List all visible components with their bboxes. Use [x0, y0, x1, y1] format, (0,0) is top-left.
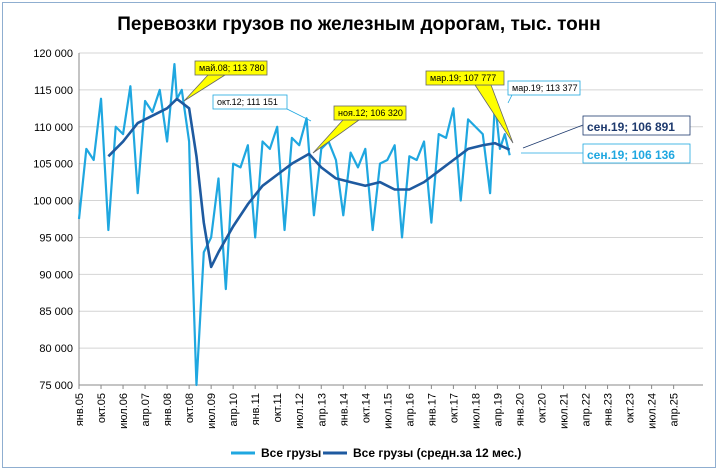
x-tick-label: янв.08 — [162, 393, 174, 426]
x-tick-label: окт.14 — [360, 393, 372, 423]
x-tick-label: окт.08 — [184, 393, 196, 423]
y-tick-label: 105 000 — [33, 159, 73, 171]
annotation-may08: май.08; 113 780 — [183, 60, 268, 102]
svg-text:окт.12; 111 151: окт.12; 111 151 — [217, 97, 278, 107]
svg-text:ноя.12; 106 320: ноя.12; 106 320 — [338, 108, 403, 118]
x-tick-label: янв.20 — [514, 393, 526, 426]
x-tick-label: апр.22 — [581, 393, 593, 426]
x-tick-label: июл.21 — [559, 393, 571, 429]
x-tick-label: окт.17 — [448, 393, 460, 423]
x-tick-label: янв.14 — [338, 393, 350, 426]
x-tick-label: апр.13 — [316, 393, 328, 426]
x-tick-label: окт.05 — [96, 393, 108, 423]
svg-text:мар.19; 107 777: мар.19; 107 777 — [430, 73, 496, 83]
y-tick-label: 85 000 — [39, 306, 73, 318]
annotation-nov12: ноя.12; 106 320 — [312, 105, 407, 154]
svg-text:сен.19; 106 136: сен.19; 106 136 — [587, 148, 675, 162]
x-tick-label: июл.09 — [206, 393, 218, 429]
x-tick-label: апр.25 — [669, 393, 681, 426]
y-tick-label: 95 000 — [39, 232, 73, 244]
y-tick-label: 90 000 — [39, 269, 73, 281]
chart-title: Перевозки грузов по железным дорогам, ты… — [117, 14, 600, 35]
series-line-12m-average — [107, 97, 511, 269]
x-axis-ticks: янв.05 окт.05 июл.06 апр.07 янв.08 окт.08 июл.… — [74, 385, 681, 429]
series-line-all-cargo — [77, 62, 511, 387]
svg-text:май.08; 113 780: май.08; 113 780 — [199, 63, 265, 73]
x-tick-label: июл.06 — [118, 393, 130, 429]
x-tick-label: янв.11 — [250, 393, 262, 425]
legend: Все грузы Все грузы (средн.за 12 мес.) — [231, 446, 521, 460]
legend-label-avg: Все грузы (средн.за 12 мес.) — [353, 446, 521, 460]
chart-svg: Перевозки грузов по железным дорогам, ты… — [33, 14, 703, 460]
legend-label-all-cargo: Все грузы — [261, 446, 321, 460]
x-tick-label: окт.20 — [536, 393, 548, 423]
series-layer — [77, 62, 511, 387]
x-tick-label: янв.23 — [603, 393, 615, 426]
x-tick-label: янв.17 — [426, 393, 438, 426]
x-tick-label: июл.15 — [382, 393, 394, 429]
x-tick-label: янв.05 — [74, 393, 86, 426]
x-tick-label: окт.11 — [272, 393, 284, 422]
x-tick-label: июл.12 — [294, 393, 306, 429]
x-tick-label: июл.24 — [647, 393, 659, 429]
y-tick-label: 80 000 — [39, 343, 73, 355]
y-tick-label: 115 000 — [34, 85, 73, 97]
annotation-oct12-monthly: окт.12; 111 151 — [212, 94, 312, 122]
y-tick-label: 75 000 — [39, 380, 73, 392]
svg-text:мар.19; 113 377: мар.19; 113 377 — [512, 83, 578, 93]
grid-layer — [78, 52, 703, 386]
annotation-layer: май.08; 113 780 окт.12; 111 151 ноя.12; 10… — [183, 60, 691, 164]
y-axis-ticks: 75 000 80 000 85 000 90 000 95 000 100 000 105… — [33, 48, 73, 392]
annotation-sep19-avg: сен.19; 106 891 — [522, 115, 691, 149]
x-tick-label: окт.23 — [625, 393, 637, 423]
annotation-mar19-avg: мар.19; 107 777 — [425, 70, 514, 144]
x-tick-label: апр.10 — [228, 393, 240, 426]
annotation-mar19-monthly: мар.19; 113 377 — [507, 80, 581, 104]
annotation-sep19-monthly: сен.19; 106 136 — [521, 143, 691, 164]
y-tick-label: 110 000 — [34, 122, 73, 134]
x-tick-label: апр.16 — [404, 393, 416, 426]
x-tick-label: июл.18 — [470, 393, 482, 429]
y-tick-label: 120 000 — [33, 48, 73, 60]
x-tick-label: апр.19 — [492, 393, 504, 426]
svg-text:сен.19; 106 891: сен.19; 106 891 — [587, 120, 675, 134]
x-tick-label: апр.07 — [140, 393, 152, 426]
y-tick-label: 100 000 — [33, 196, 73, 208]
